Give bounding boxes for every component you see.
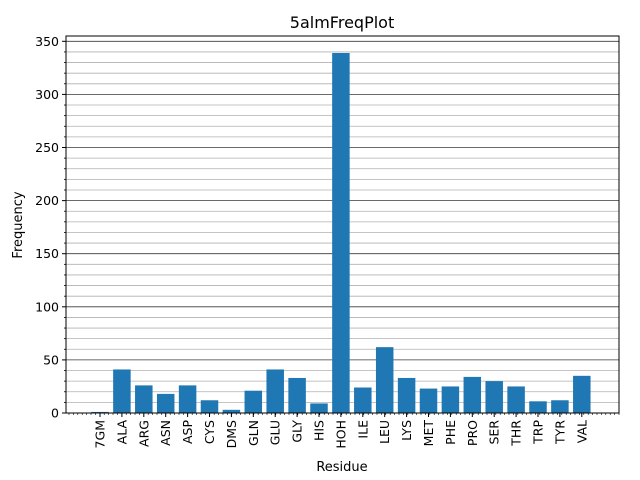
y-axis-label: Frequency (11, 191, 26, 258)
bar-arg (135, 385, 153, 413)
x-tick-label: ASP (180, 420, 195, 444)
bar-phe (441, 386, 460, 413)
bars (91, 52, 591, 414)
bar-7gm (91, 411, 109, 413)
y-tick-label: 150 (35, 246, 59, 261)
x-tick-label: GLN (246, 420, 261, 446)
x-tick-label: TRP (531, 420, 546, 445)
x-tick-label: 7GM (93, 420, 108, 448)
bar-met (419, 388, 438, 413)
x-tick-label: ILE (355, 420, 370, 439)
x-tick-label: LEU (377, 420, 392, 444)
y-tick-label: 200 (35, 193, 59, 208)
plot-frame (65, 35, 620, 414)
x-tick-label: DMS (224, 420, 239, 448)
bar-pro (463, 376, 482, 413)
bar-gln (244, 390, 263, 413)
x-tick-label: ARG (136, 420, 151, 447)
bar-asn (156, 393, 175, 413)
chart-title: 5almFreqPlot (290, 13, 394, 32)
x-tick-label: PRO (465, 420, 480, 446)
x-axis-label: Residue (316, 460, 367, 475)
x-tick-label: SER (487, 420, 502, 445)
x-tick-label: THR (509, 420, 524, 447)
y-tick-label: 350 (35, 34, 59, 49)
x-tick-label: MET (421, 420, 436, 447)
x-tick-label: LYS (399, 420, 414, 441)
bar-his (310, 403, 328, 413)
bar-cys (200, 400, 219, 413)
bar-trp (529, 401, 547, 413)
y-tick-label: 300 (35, 87, 59, 102)
x-tick-label: ALA (114, 420, 129, 445)
bar-ile (354, 387, 372, 413)
x-tick-label: ASN (158, 420, 173, 446)
x-tick-label: CYS (202, 420, 217, 444)
x-tick-label: GLY (290, 420, 305, 443)
bar-asp (178, 385, 197, 413)
x-tick-label: HIS (312, 420, 327, 441)
y-tick-label: 100 (35, 299, 59, 314)
bar-dms (222, 409, 241, 413)
x-ticks: 7GM ALA ARG ASN ASP CYS DMS GLN GLU GLY HIS HOH ILE L… (68, 413, 620, 449)
bar-gly (288, 377, 306, 413)
x-tick-label: HOH (333, 420, 348, 449)
y-ticks: 0 50 100 150 200 250 300 350 (35, 34, 66, 421)
y-tick-label: 0 (51, 406, 59, 421)
x-tick-label: TYR (552, 420, 567, 445)
bar-hoh (332, 52, 350, 414)
x-tick-label: GLU (268, 420, 283, 445)
bar-lys (397, 377, 416, 413)
y-tick-label: 250 (35, 140, 59, 155)
bar-ala (113, 369, 131, 413)
x-tick-label: VAL (574, 420, 589, 443)
bar-leu (375, 347, 394, 413)
bar-val (573, 375, 591, 413)
bar-glu (266, 369, 284, 413)
bar-tyr (551, 400, 569, 413)
y-tick-label: 50 (43, 352, 59, 367)
bar-thr (507, 386, 525, 413)
bar-ser (485, 381, 503, 413)
x-tick-label: PHE (443, 420, 458, 445)
